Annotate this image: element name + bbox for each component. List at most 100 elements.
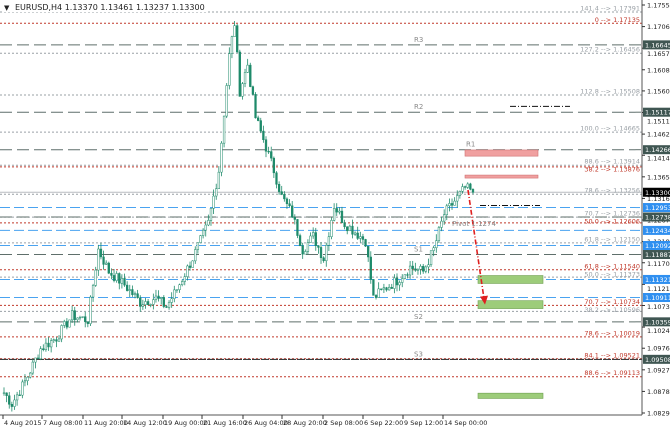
- level-price-tag-text: 1.11321: [645, 276, 670, 284]
- pivot-name-label: R2: [414, 103, 423, 111]
- price-tick-label: 1.08290: [647, 409, 670, 417]
- price-tick-label: 1.13160: [647, 195, 670, 203]
- candle-body: [186, 265, 189, 277]
- dropdown-triangle-icon[interactable]: ▼: [4, 4, 10, 12]
- candle-body: [385, 287, 388, 291]
- candle-body: [105, 262, 108, 265]
- time-tick-label: 21 Aug 16:00: [203, 419, 247, 427]
- time-tick-label: 4 Aug 2015: [4, 419, 42, 427]
- pivot-price-tag: [643, 107, 670, 117]
- horizontal-levels: [0, 11, 642, 378]
- candle-body: [139, 297, 142, 307]
- price-tick-label: 1.17550: [647, 2, 670, 10]
- buy-zone-box[interactable]: [477, 300, 544, 309]
- price-tick-label: 1.15600: [647, 87, 670, 95]
- buy-zone-box[interactable]: [477, 392, 544, 399]
- candle-body: [398, 282, 401, 286]
- current-price-tag: [643, 187, 670, 197]
- price-tick-label: 1.08780: [647, 388, 670, 396]
- arrowhead-icon: [480, 295, 488, 305]
- candle-body: [380, 288, 383, 290]
- candle-body: [314, 232, 317, 246]
- candle-body: [39, 348, 42, 360]
- candle-body: [133, 293, 137, 295]
- candle-body: [387, 286, 391, 291]
- candle-body: [374, 295, 378, 298]
- time-tick-label: 7 Aug 08:00: [43, 419, 83, 427]
- candle-body: [262, 130, 265, 140]
- candle-body: [149, 304, 152, 306]
- candle-body: [422, 265, 425, 272]
- buy-zone-box[interactable]: [477, 275, 544, 284]
- candle-body: [390, 286, 393, 289]
- candle-body: [340, 210, 344, 223]
- fib-gray-label: 38.2 --> 1.10596: [584, 306, 640, 314]
- candle-body: [293, 217, 296, 220]
- time-tick-label: 11 Aug 20:00: [84, 419, 128, 427]
- candle-body: [162, 297, 165, 307]
- candle-body: [322, 257, 325, 262]
- level-price-tag: [643, 240, 670, 250]
- candle-body: [406, 274, 409, 276]
- candle-body: [435, 240, 438, 248]
- candle-body: [372, 279, 375, 296]
- candle-body: [298, 235, 302, 247]
- candle-body: [2, 392, 6, 394]
- candle-body: [201, 229, 205, 236]
- candle-body: [291, 205, 294, 218]
- time-tick-label: 28 Aug 20:00: [283, 419, 327, 427]
- fib-red-label: 78.6 --> 1.10019: [584, 329, 640, 337]
- fib-gray-label: 141.4 --> 1.17391: [580, 5, 640, 13]
- candle-body: [81, 316, 84, 318]
- candle-body: [348, 225, 351, 232]
- candle-body: [196, 242, 200, 250]
- candle-body: [346, 226, 349, 232]
- candle-body: [97, 248, 100, 271]
- candle-body: [220, 142, 223, 173]
- time-tick-label: 14 Aug 12:00: [123, 419, 167, 427]
- price-tick-label: 1.11700: [647, 260, 670, 268]
- candle-body: [167, 302, 171, 308]
- candle-body: [94, 269, 97, 286]
- sell-zone-box[interactable]: [464, 149, 539, 157]
- price-tick-label: 1.09270: [647, 366, 670, 374]
- candle-body: [330, 220, 333, 237]
- candle-body: [123, 278, 126, 286]
- fib-gray-label: 127.2 --> 1.16456: [580, 46, 640, 54]
- pivot-name-label: S1: [414, 246, 423, 254]
- candle-body: [236, 25, 239, 53]
- candle-body: [241, 83, 244, 97]
- candle-body: [21, 381, 24, 396]
- candle-body: [437, 227, 441, 241]
- candle-body: [416, 269, 420, 271]
- candle-body: [183, 276, 186, 282]
- fib-red-label: 38.2 --> 1.13876: [584, 166, 640, 174]
- candle-body: [29, 372, 32, 378]
- sell-zone-box[interactable]: [464, 174, 539, 179]
- candle-body: [144, 301, 147, 305]
- candle-body: [225, 85, 228, 117]
- candle-body: [89, 296, 92, 324]
- candle-body: [469, 183, 472, 190]
- candle-body: [427, 264, 430, 268]
- candle-body: [165, 306, 168, 308]
- time-tick-label: 19 Aug 00:00: [164, 419, 208, 427]
- pivot-price-tag: [643, 317, 670, 327]
- candle-body: [377, 288, 380, 298]
- candle-body: [445, 205, 448, 215]
- pivot-price-tag: [643, 250, 670, 260]
- fib-gray-label: 50.0 --> 1.11373: [584, 270, 640, 278]
- candle-body: [228, 53, 231, 86]
- candle-body: [456, 195, 459, 202]
- candle-body: [52, 339, 55, 341]
- candle-body: [267, 150, 270, 153]
- candle-body: [259, 120, 262, 132]
- symbol-label: EURUSD,H4: [14, 3, 63, 12]
- fib-red-label: 50.0 --> 1.12606: [584, 218, 640, 226]
- candle-body: [443, 214, 446, 222]
- price-axis[interactable]: 1.17550 1.17060 1.16570 1.16080 1.15600 1.151…: [642, 2, 670, 418]
- candle-body: [243, 72, 247, 84]
- candle-body: [448, 203, 451, 207]
